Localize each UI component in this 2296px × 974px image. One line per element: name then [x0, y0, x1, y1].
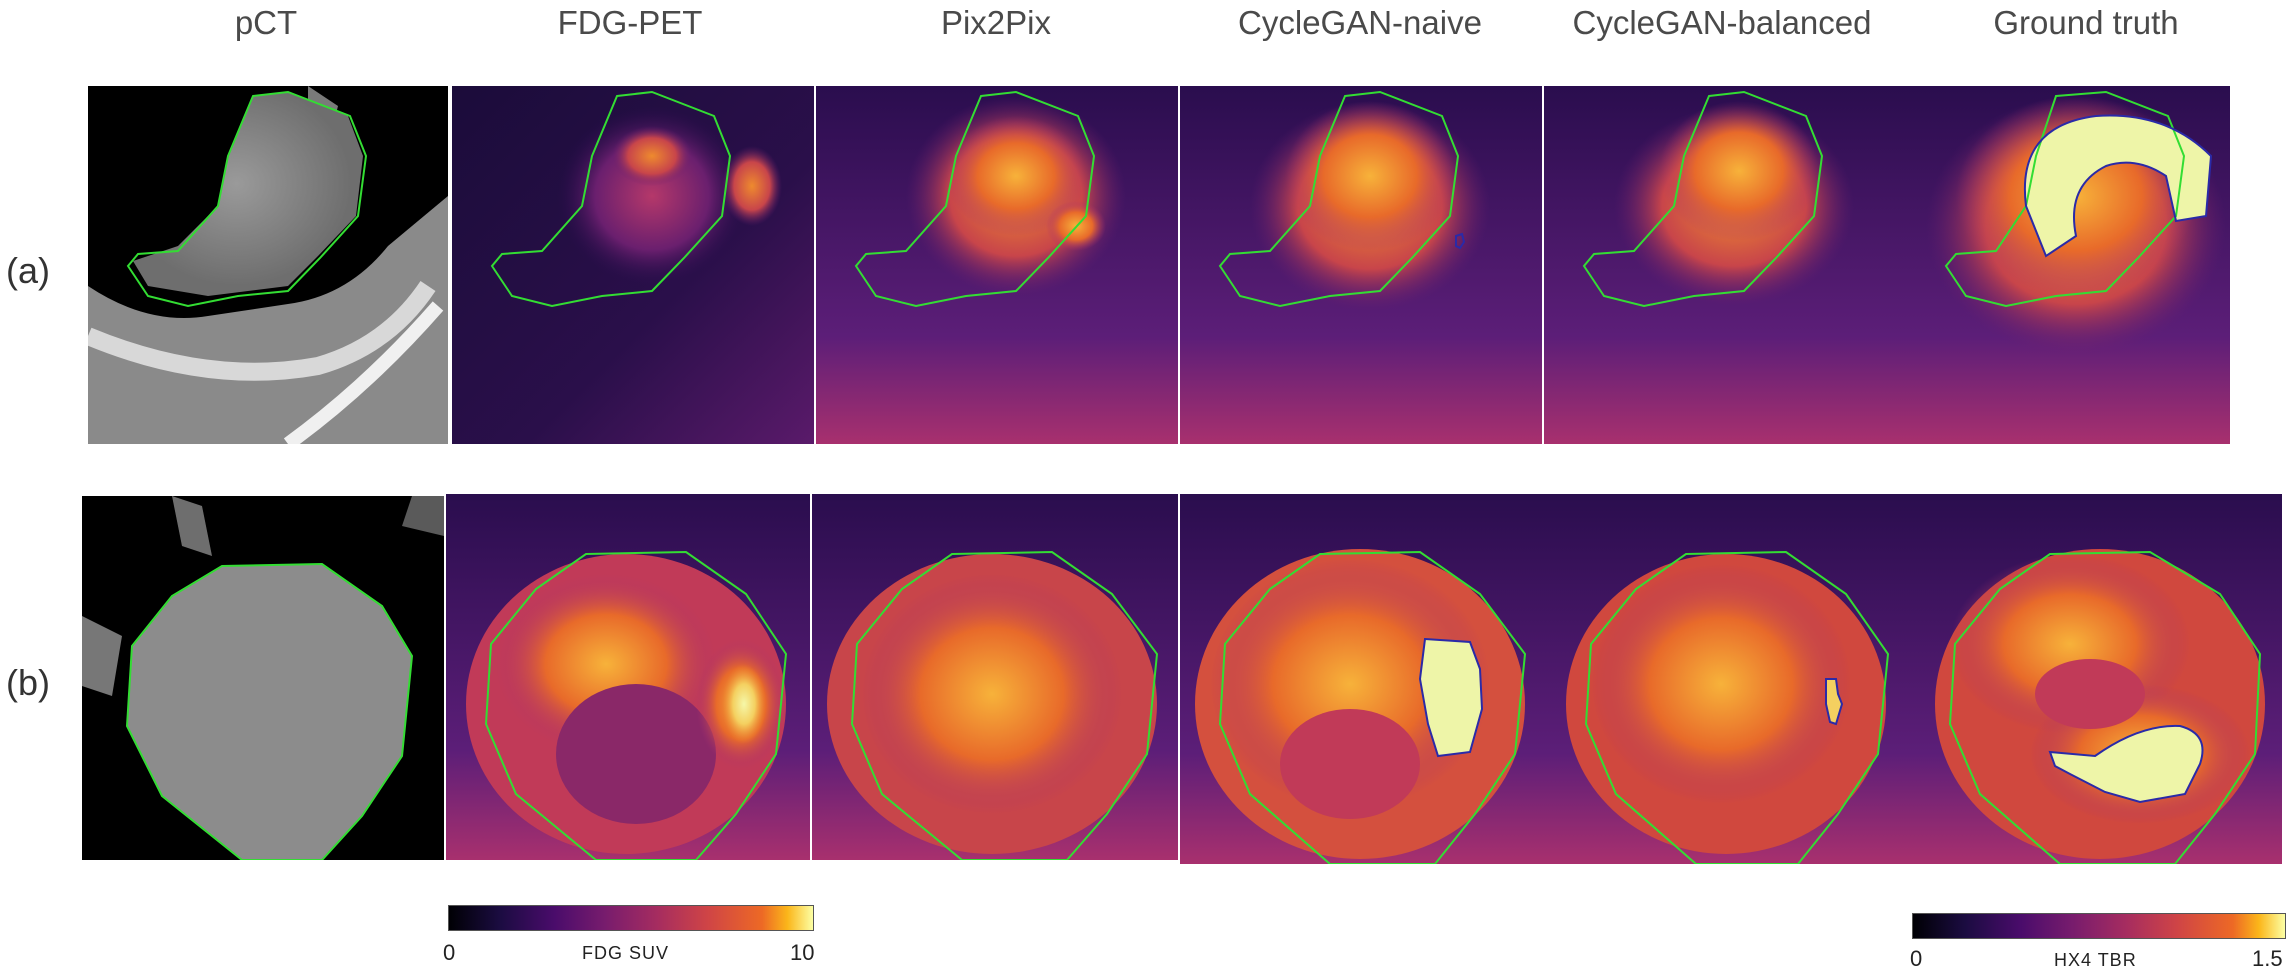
hypoxic-contour [1455, 232, 1466, 250]
colorbar-hx4-max: 1.5 [2252, 946, 2283, 971]
colorbar-hx4-min: 0 [1910, 946, 1923, 971]
colorbar-hx4-gradient [1912, 913, 2286, 939]
col-title-cyclegan-naive: CycleGAN-naive [1238, 4, 1482, 41]
panel-b-pix2pix [812, 494, 1178, 860]
col-title-pix2pix: Pix2Pix [940, 4, 1052, 41]
tumor-contour [126, 90, 368, 308]
panel-a-ground-truth [1906, 86, 2230, 444]
col-title-cyclegan-balanced: CycleGAN-balanced [1572, 4, 1872, 41]
panel-a-pct [88, 86, 448, 444]
row-label-b: (b) [6, 662, 50, 703]
panel-a-cyclegan-naive [1180, 86, 1542, 444]
tumor-mass [127, 564, 412, 860]
colorbar-fdg-label: FDG SUV [582, 943, 670, 963]
col-title-fdg-pet: FDG-PET [557, 4, 703, 41]
panel-a-pix2pix [816, 86, 1178, 444]
panel-a-fdg-pet [452, 86, 814, 444]
colorbar-fdg-max: 10 [790, 940, 815, 965]
panel-a-cyclegan-balanced [1544, 86, 1906, 444]
row-label-a: (a) [6, 250, 50, 291]
panel-b-fdg-pet [446, 494, 810, 860]
panel-b-cyclegan-balanced [1546, 494, 1910, 864]
colorbar-fdg-gradient [448, 905, 814, 931]
panel-b-cyclegan-naive [1180, 494, 1546, 864]
colorbar-fdg-min: 0 [443, 940, 456, 965]
colorbar-hx4-label: HX4 TBR [2054, 950, 2137, 970]
panel-b-pct [82, 496, 444, 860]
col-title-ground-truth: Ground truth [1993, 4, 2179, 41]
panel-b-ground-truth [1910, 494, 2282, 864]
col-title-pct: pCT [234, 4, 298, 41]
